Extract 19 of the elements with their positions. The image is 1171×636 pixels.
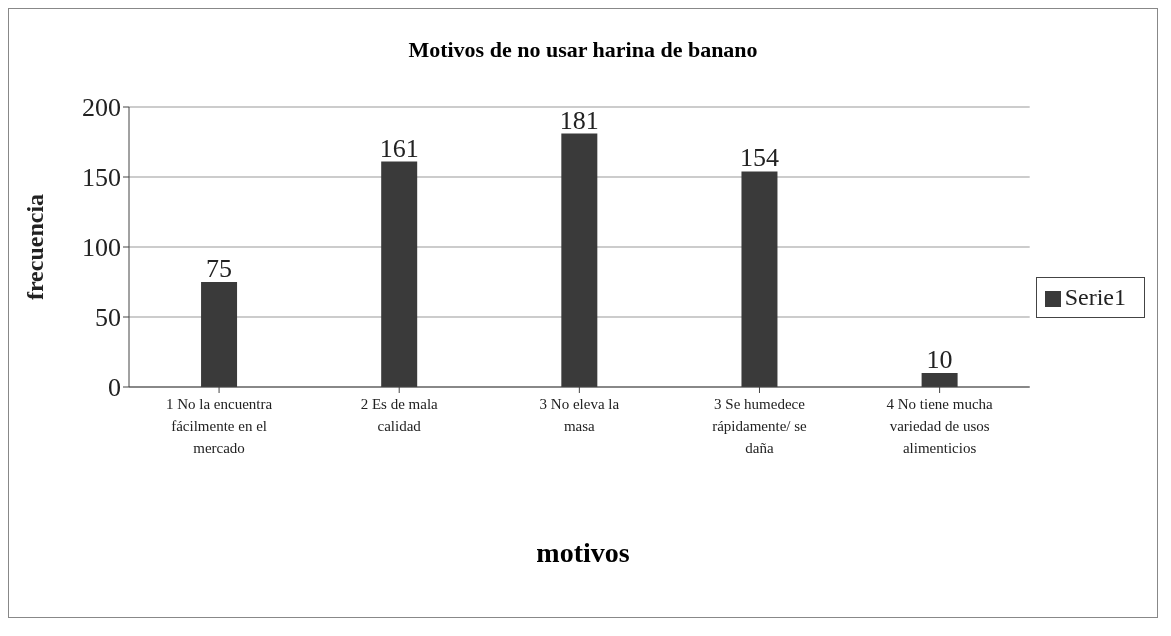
y-tick-label: 0 [108, 373, 121, 403]
data-label: 75 [206, 254, 233, 283]
legend-label: Serie1 [1064, 283, 1126, 310]
x-axis-title: motivos [535, 537, 631, 569]
x-tick-label: 3 Se humedece rápidamente/ se daña [712, 396, 808, 456]
y-tick-label: 200 [82, 93, 121, 123]
x-tick-label: 1 No la encuentra fácilmente en el mercado [165, 396, 273, 456]
y-tick-label: 150 [82, 163, 121, 193]
data-label: 154 [739, 143, 779, 173]
data-label: 10 [926, 345, 953, 374]
x-tick-label: 2 Es de mala calidad [360, 396, 439, 434]
y-tick-label: 100 [82, 233, 121, 263]
x-tick-label: 3 No eleva la masa [539, 396, 620, 434]
x-tick-label: 4 No tiene mucha variedad de usos alimenticios [886, 396, 994, 456]
y-tick-label: 50 [95, 303, 121, 333]
data-label: 161 [379, 133, 419, 163]
data-label: 181 [559, 105, 599, 135]
y-axis-title: frecuencia [21, 193, 48, 301]
chart-title: Motivos de no usar harina de banano [407, 36, 759, 64]
